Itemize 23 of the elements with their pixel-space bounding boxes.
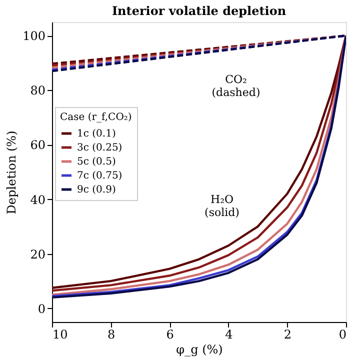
- legend-label: 9c (0.9): [77, 184, 116, 196]
- chart-title: Interior volatile depletion: [112, 4, 286, 18]
- y-tick-label: 20: [30, 247, 46, 262]
- legend-label: 7c (0.75): [77, 170, 122, 182]
- y-tick-label: 40: [30, 192, 46, 207]
- annotation: H₂O (solid): [204, 193, 240, 219]
- y-tick-label: 80: [30, 84, 46, 98]
- x-tick-label: 10: [52, 328, 68, 342]
- y-tick-label: 60: [30, 138, 46, 152]
- legend-label: 3c (0.25): [77, 142, 122, 154]
- legend-label: 1c (0.1): [77, 128, 116, 140]
- x-tick-label: 4: [225, 328, 234, 342]
- x-tick-label: 6: [166, 328, 174, 342]
- y-tick-label: 0: [38, 302, 46, 316]
- y-axis-title: Depletion (%): [4, 130, 19, 214]
- legend-label: 5c (0.5): [77, 156, 116, 168]
- legend-title: Case (r_f,CO₂): [60, 112, 132, 123]
- x-axis-title: φ_g (%): [176, 342, 223, 356]
- x-tick-label: 2: [284, 328, 292, 342]
- annotation: CO₂ (dashed): [212, 73, 260, 99]
- y-tick-label: 100: [22, 29, 46, 44]
- x-tick-label: 0: [338, 328, 346, 342]
- x-tick-label: 8: [107, 328, 116, 342]
